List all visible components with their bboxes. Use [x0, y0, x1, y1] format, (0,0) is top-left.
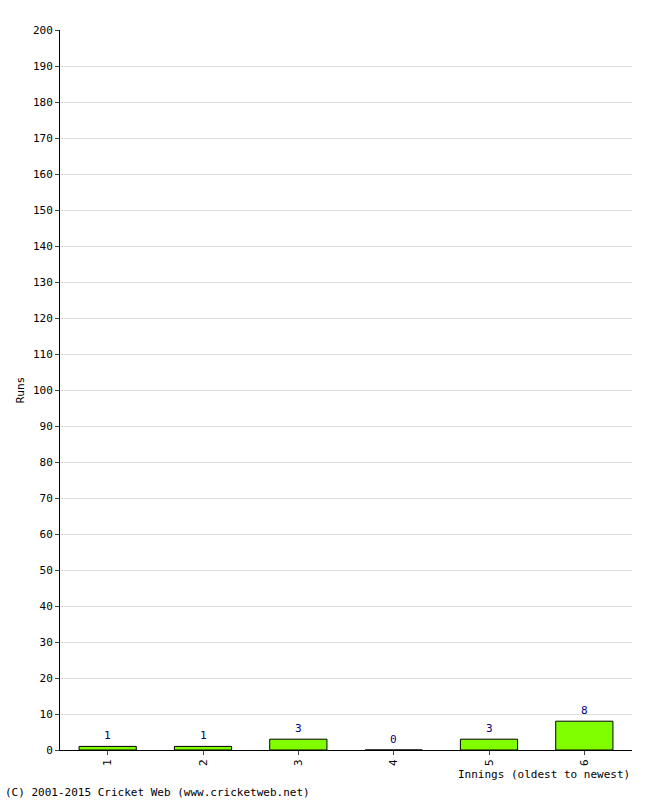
svg-text:Innings (oldest to newest): Innings (oldest to newest) [458, 768, 630, 781]
svg-text:60: 60 [40, 528, 53, 541]
svg-text:10: 10 [40, 708, 53, 721]
svg-text:190: 190 [33, 60, 53, 73]
svg-text:20: 20 [40, 672, 53, 685]
svg-text:0: 0 [46, 744, 53, 757]
svg-text:90: 90 [40, 420, 53, 433]
svg-text:170: 170 [33, 132, 53, 145]
svg-text:8: 8 [581, 704, 588, 717]
svg-text:160: 160 [33, 168, 53, 181]
svg-text:3: 3 [486, 722, 493, 735]
svg-text:Runs: Runs [14, 377, 27, 404]
svg-text:30: 30 [40, 636, 53, 649]
svg-text:40: 40 [40, 600, 53, 613]
svg-text:80: 80 [40, 456, 53, 469]
svg-text:150: 150 [33, 204, 53, 217]
svg-text:120: 120 [33, 312, 53, 325]
svg-text:1: 1 [101, 759, 114, 766]
svg-text:0: 0 [390, 733, 397, 746]
svg-text:3: 3 [292, 759, 305, 766]
svg-text:180: 180 [33, 96, 53, 109]
svg-text:100: 100 [33, 384, 53, 397]
svg-text:70: 70 [40, 492, 53, 505]
svg-text:3: 3 [295, 722, 302, 735]
svg-text:200: 200 [33, 24, 53, 37]
svg-text:110: 110 [33, 348, 53, 361]
svg-text:4: 4 [387, 759, 400, 766]
svg-text:1: 1 [104, 729, 111, 742]
svg-text:50: 50 [40, 564, 53, 577]
svg-text:2: 2 [197, 759, 210, 766]
svg-text:130: 130 [33, 276, 53, 289]
svg-text:5: 5 [483, 759, 496, 766]
svg-text:1: 1 [200, 729, 207, 742]
svg-text:140: 140 [33, 240, 53, 253]
svg-text:(C) 2001-2015 Cricket Web (www: (C) 2001-2015 Cricket Web (www.cricketwe… [5, 786, 310, 799]
svg-text:6: 6 [578, 759, 591, 766]
